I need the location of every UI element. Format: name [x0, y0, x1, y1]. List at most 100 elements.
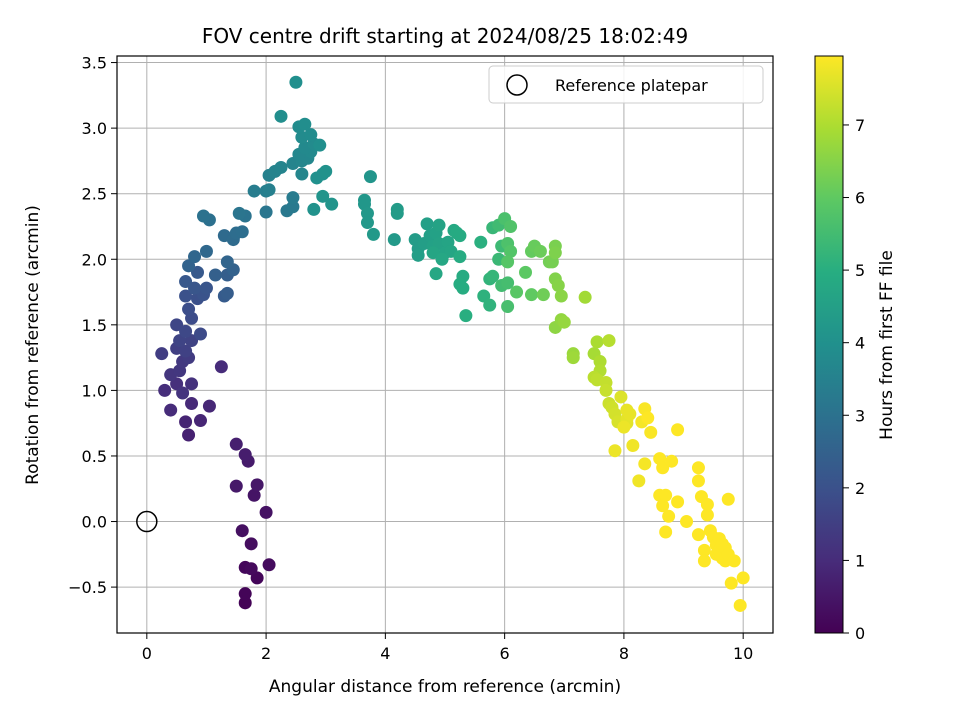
data-point [360, 206, 374, 220]
data-point [501, 276, 515, 290]
data-point [623, 407, 637, 421]
x-tick-label: 0 [142, 644, 152, 663]
data-point [691, 528, 705, 542]
colorbar-tick-label: 3 [855, 406, 865, 425]
data-point [456, 281, 470, 295]
data-point [736, 571, 750, 585]
data-point [656, 499, 670, 513]
scatter-points [155, 75, 750, 612]
data-point [155, 347, 169, 361]
data-point [691, 461, 705, 475]
plot-area [117, 56, 773, 633]
data-point [262, 558, 276, 572]
data-point [179, 324, 193, 338]
data-point [235, 225, 249, 239]
data-point [680, 515, 694, 529]
data-point [298, 117, 312, 131]
x-gridlines [146, 56, 744, 633]
data-point [548, 246, 562, 260]
data-point [170, 318, 184, 332]
x-axis-ticks: 0 2 4 6 8 10 [142, 633, 753, 663]
data-point [295, 167, 309, 181]
data-point [599, 383, 613, 397]
data-point [179, 344, 193, 358]
data-point [247, 184, 261, 198]
data-point [193, 414, 207, 428]
data-point [453, 229, 467, 243]
data-point [504, 219, 518, 233]
data-point [325, 197, 339, 211]
data-point [644, 425, 658, 439]
data-point [533, 244, 547, 258]
data-point [232, 206, 246, 220]
y-tick-label: −0.5 [68, 578, 107, 597]
colorbar-label: Hours from first FF file [877, 250, 897, 440]
data-point [387, 233, 401, 247]
data-point [208, 268, 222, 282]
data-point [158, 383, 172, 397]
data-point [656, 461, 670, 475]
y-tick-label: 1.0 [82, 381, 107, 400]
data-point [697, 554, 711, 568]
data-point [665, 454, 679, 468]
data-point [244, 562, 258, 576]
data-point [691, 474, 705, 488]
data-point [593, 355, 607, 369]
chart-title: FOV centre drift starting at 2024/08/25 … [202, 24, 688, 48]
data-point [250, 571, 264, 585]
data-point [659, 488, 673, 502]
data-point [659, 525, 673, 539]
legend-entry-reference-platepar: Reference platepar [555, 76, 708, 95]
x-tick-label: 10 [733, 644, 753, 663]
data-point [429, 267, 443, 281]
colorbar-tick-label: 7 [855, 116, 865, 135]
colorbar-tick-label: 1 [855, 551, 865, 570]
data-point [164, 403, 178, 417]
data-point [638, 457, 652, 471]
y-tick-label: 1.5 [82, 316, 107, 335]
colorbar-tick-label: 4 [855, 334, 865, 353]
data-point [536, 288, 550, 302]
data-point [733, 598, 747, 612]
x-axis-label: Angular distance from reference (arcmin) [269, 677, 621, 697]
colorbar-tick-label: 0 [855, 624, 865, 643]
y-tick-label: 2.0 [82, 250, 107, 269]
data-point [185, 334, 199, 348]
colorbar-tick-label: 5 [855, 261, 865, 280]
data-point [196, 209, 210, 223]
data-point [274, 160, 288, 174]
y-tick-label: 2.5 [82, 185, 107, 204]
y-tick-label: 0.5 [82, 447, 107, 466]
data-point [259, 505, 273, 519]
data-point [304, 128, 318, 142]
data-point [173, 334, 187, 348]
data-point [390, 206, 404, 220]
data-point [238, 448, 252, 462]
data-point [262, 183, 276, 197]
data-point [220, 255, 234, 269]
data-point [477, 289, 491, 303]
data-point [700, 497, 714, 511]
data-point [721, 492, 735, 506]
data-point [697, 543, 711, 557]
data-point [214, 360, 228, 374]
data-point [632, 474, 646, 488]
data-point [307, 202, 321, 216]
data-point [313, 138, 327, 152]
data-point [524, 288, 538, 302]
legend: Reference platepar [488, 65, 764, 104]
x-tick-label: 4 [380, 644, 390, 663]
data-point [724, 576, 738, 590]
data-point [202, 399, 216, 413]
data-point [220, 286, 234, 300]
x-tick-label: 6 [500, 644, 510, 663]
data-point [510, 285, 524, 299]
data-point [289, 75, 303, 89]
data-point [182, 428, 196, 442]
data-point [566, 351, 580, 365]
data-point [286, 200, 300, 214]
data-point [179, 415, 193, 429]
x-tick-label: 2 [261, 644, 271, 663]
data-point [176, 386, 190, 400]
